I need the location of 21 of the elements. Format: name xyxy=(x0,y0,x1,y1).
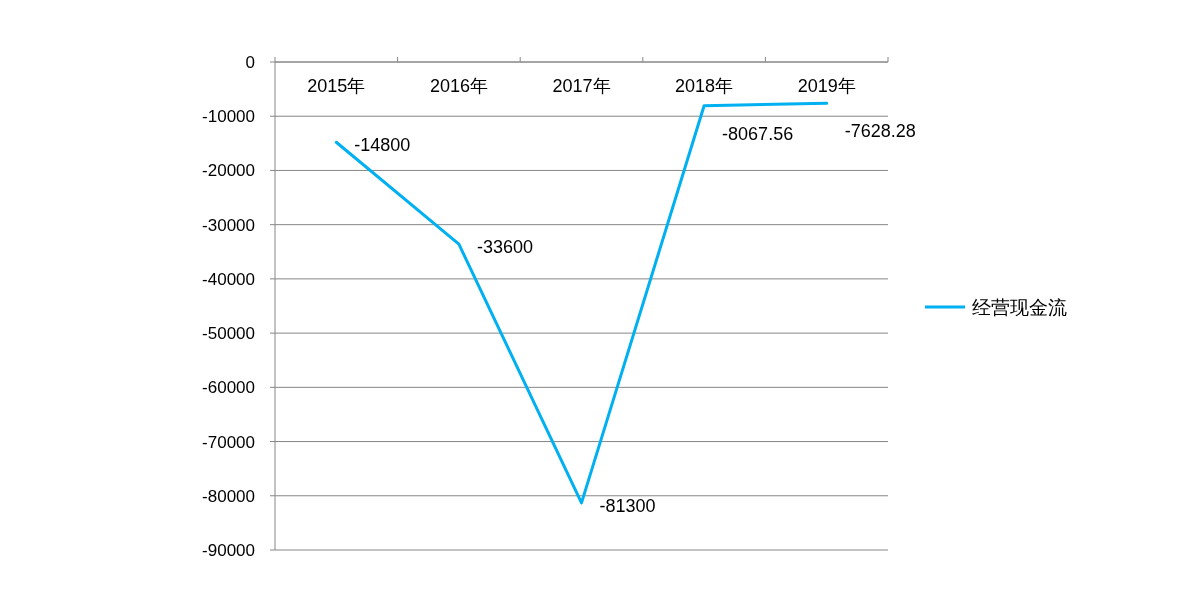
y-tick-label: -60000 xyxy=(202,378,255,398)
x-tick-label: 2015年 xyxy=(307,76,366,96)
y-tick-label: -50000 xyxy=(202,324,255,344)
data-label: -7628.28 xyxy=(844,121,916,142)
data-label: -33600 xyxy=(476,237,533,258)
x-tick-label: 2016年 xyxy=(429,76,488,96)
x-tick-label: 2018年 xyxy=(675,76,734,96)
legend-label: 经营现金流 xyxy=(972,297,1067,318)
data-label: -81300 xyxy=(599,495,656,516)
y-tick-label: -30000 xyxy=(202,215,255,235)
y-tick-label: -20000 xyxy=(202,161,255,181)
y-tick-label: -90000 xyxy=(202,541,255,560)
data-label: -8067.56 xyxy=(722,123,794,144)
y-tick-label: -10000 xyxy=(202,107,255,127)
y-tick-label: -40000 xyxy=(202,269,255,289)
x-tick-label: 2019年 xyxy=(797,76,856,96)
y-tick-label: 0 xyxy=(245,53,255,72)
y-tick-label: -80000 xyxy=(202,486,255,506)
data-label: -14800 xyxy=(354,135,411,156)
y-tick-label: -70000 xyxy=(202,432,255,452)
x-tick-label: 2017年 xyxy=(552,76,611,96)
